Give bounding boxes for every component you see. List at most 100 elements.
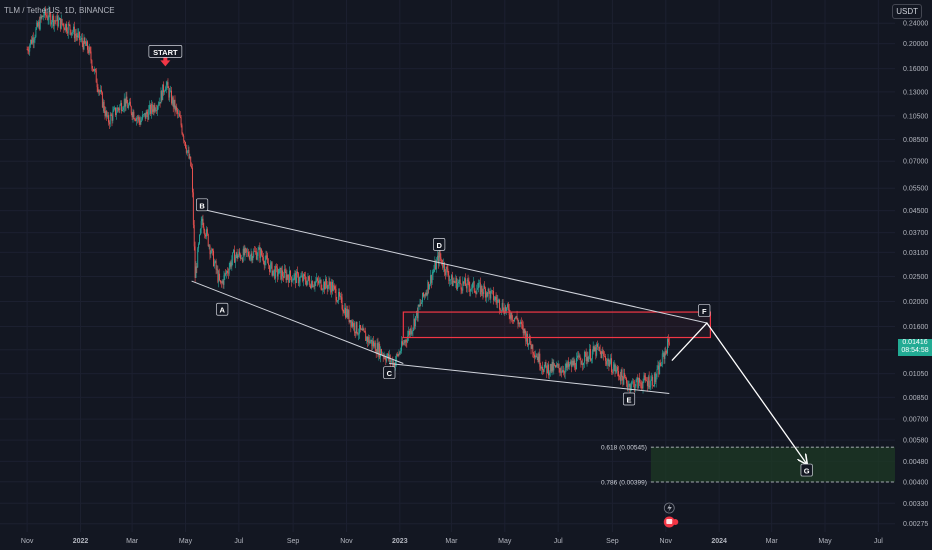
projection-path[interactable] [671,321,807,464]
candle-body [313,286,315,287]
candle-body [506,304,508,308]
candle-body [639,378,640,383]
candle-body [60,19,62,29]
trendline[interactable] [191,280,404,364]
candle-body [516,316,518,320]
candle-body [172,97,174,107]
candle-body [146,111,148,114]
candle-body [438,251,440,264]
candle-body [213,262,215,267]
candle-body [342,308,344,312]
candle-body [600,351,602,359]
candle-body [514,317,516,319]
candle-body [64,28,66,31]
candle-body [66,24,67,32]
flag-icon[interactable] [663,516,679,528]
lightning-icon[interactable] [663,502,675,514]
candle-body [302,275,304,281]
candle-body [69,24,71,30]
candle-body [36,22,38,29]
candle-body [260,249,262,258]
candle-body [475,292,477,294]
candle-body [68,23,70,25]
candle-body [320,279,322,290]
candle-body [239,251,241,255]
wave-label-box [622,392,636,406]
candle-body [356,322,358,334]
x-tick-label: Mar [766,538,779,545]
candle-body [92,68,94,70]
candle-body [562,370,563,373]
candle-body [538,353,540,362]
candle-body [660,364,662,366]
candle-body [221,280,223,283]
candle-body [362,328,364,331]
candle-body [31,37,33,44]
chart-overlays: 0.618 (0.00545) 0.786 (0.00399) START A B C D E… [148,44,905,528]
currency-badge[interactable]: USDT [892,4,922,19]
candle-body [401,341,403,345]
candle-body [543,367,545,372]
y-tick-label: 0.20000 [903,41,928,48]
candle-body [205,234,207,237]
candle-body [515,316,517,319]
candle-body [222,280,224,285]
resistance-zone[interactable] [402,311,712,339]
candle-body [596,344,598,356]
flag-icon-dot [672,519,679,525]
candle-body [592,346,594,352]
candle-body [272,270,274,276]
y-tick-label: 0.00330 [903,501,928,508]
last-price-value: 0.01416 [902,339,928,346]
y-tick-label: 0.00850 [903,395,928,402]
trendline[interactable] [389,362,670,394]
candle-body [519,322,521,324]
candle-body [216,269,218,271]
trendline[interactable] [197,207,708,324]
y-tick-label: 0.00400 [903,479,928,486]
candle-body [564,367,566,374]
candle-body [456,277,458,290]
candle-body [223,275,225,285]
candle-body [484,285,486,289]
time-axis[interactable]: Nov 2022 Mar May Jul Sep Nov 2023 Mar May Jul Sep No… [21,538,883,545]
candle-body [229,262,231,268]
candle-body [144,113,146,119]
candle-body [128,104,130,108]
candle-body [66,31,68,34]
candle-body [38,21,39,27]
candle-body [649,385,651,388]
y-tick-label: 0.00580 [903,438,928,445]
candle-body [114,107,116,109]
candle-body [282,270,284,277]
candle-body [572,360,574,366]
target-zone[interactable] [650,447,905,483]
candle-body [439,251,441,258]
candle-body [262,257,264,263]
candle-body [113,108,115,112]
candle-body [416,311,418,319]
candle-body [399,352,401,354]
candle-body [147,113,149,120]
candle-body [428,281,430,290]
candle-body [635,379,637,387]
candle-body [457,281,459,284]
candle-body [611,358,612,373]
price-axis[interactable]: 0.24000 0.20000 0.16000 0.13000 0.10500 0.085… [895,0,932,550]
candle-body [443,262,445,268]
candle-body [533,353,535,355]
candle-body [155,110,157,112]
candle-body [99,90,101,92]
candle-body [478,282,480,284]
candle-body [642,381,644,389]
candle-body [623,373,625,385]
candle-body [662,353,664,354]
candle-body [127,103,129,108]
candle-body [641,386,643,389]
candle-body [401,341,403,351]
candle-body [463,281,465,284]
candle-body [555,364,557,368]
candle-body [337,300,339,302]
candle-body [626,383,628,388]
